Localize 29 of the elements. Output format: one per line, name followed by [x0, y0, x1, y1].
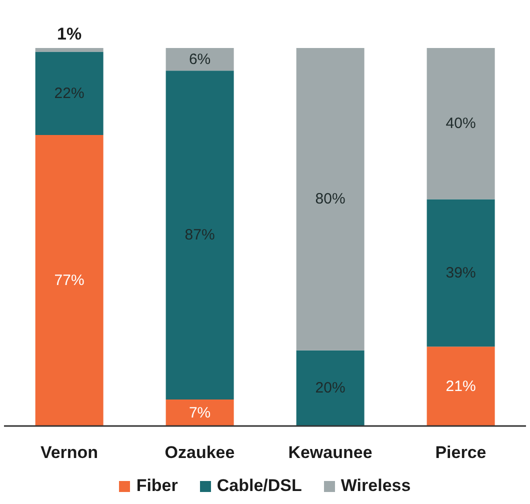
bar — [296, 350, 364, 426]
bar — [166, 70, 234, 400]
data-label: 40% — [446, 115, 476, 132]
data-label: 77% — [54, 272, 84, 289]
legend-label: Wireless — [340, 476, 411, 496]
x-tick-label: Ozaukee — [164, 443, 235, 462]
legend-label: Fiber — [136, 476, 178, 496]
bar — [35, 52, 104, 135]
bar — [166, 400, 234, 426]
bar — [296, 48, 364, 350]
data-label: 6% — [188, 50, 211, 68]
data-label: 21% — [446, 378, 476, 395]
bar — [426, 48, 495, 200]
data-label: 7% — [188, 404, 211, 422]
x-tick-label: Vernon — [40, 443, 98, 462]
bar — [426, 346, 495, 426]
bar — [35, 48, 104, 52]
data-label: 39% — [446, 264, 476, 282]
bar — [35, 134, 104, 426]
data-label: 80% — [315, 190, 346, 208]
bar — [166, 48, 234, 71]
data-label: 1% — [57, 24, 82, 44]
bar — [426, 199, 495, 347]
data-label: 22% — [54, 84, 84, 102]
legend-label: Cable/DSL — [216, 476, 302, 496]
data-label: 20% — [315, 380, 346, 397]
x-tick-label: Pierce — [435, 443, 486, 462]
data-label: 87% — [184, 226, 215, 244]
x-tick-label: Kewaunee — [288, 443, 372, 462]
